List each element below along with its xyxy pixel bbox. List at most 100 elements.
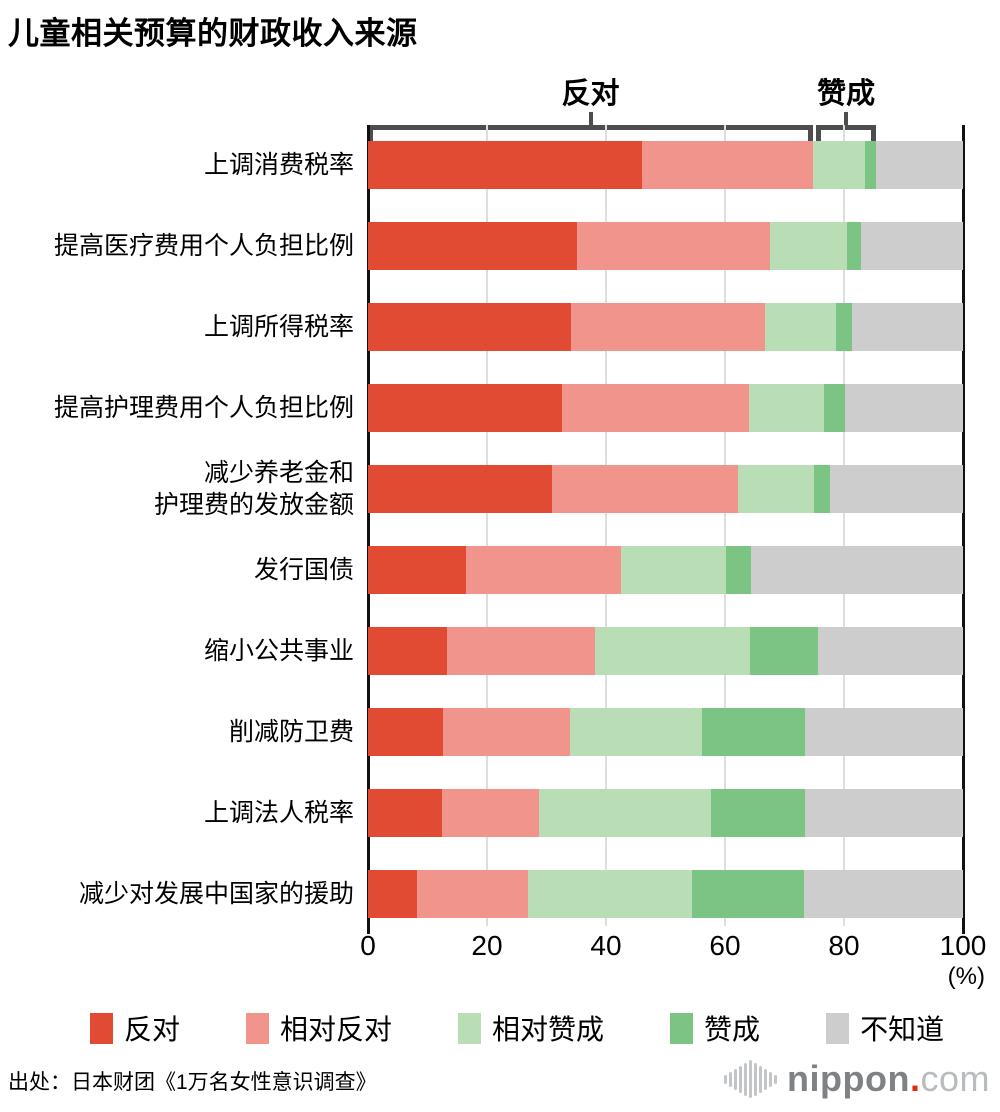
stacked-bar-chart: 反对 赞成 上调消费税率 提高医疗费用个人负担比例 上调所得税率 提高护理费用个人负担比… bbox=[0, 55, 1000, 992]
bracket bbox=[816, 125, 877, 141]
soundwave-bar bbox=[744, 1062, 748, 1096]
bar-segment bbox=[748, 384, 824, 432]
legend-label: 不知道 bbox=[860, 1014, 945, 1045]
gridline bbox=[724, 125, 726, 926]
bar-row bbox=[368, 465, 963, 513]
soundwave-bar bbox=[769, 1071, 773, 1087]
logo-text-tld: com bbox=[920, 1058, 990, 1099]
bar-segment bbox=[804, 789, 963, 837]
gridline bbox=[605, 125, 607, 926]
legend: 反对 相对反对 相对赞成 赞成 不知道 bbox=[90, 1006, 1000, 1050]
legend-label: 赞成 bbox=[704, 1014, 761, 1045]
bar-row bbox=[368, 708, 963, 756]
bar-segment bbox=[577, 222, 770, 270]
legend-item: 反对 bbox=[90, 1008, 180, 1048]
bar-row bbox=[368, 546, 963, 594]
bar-row bbox=[368, 384, 963, 432]
bar-segment bbox=[818, 627, 963, 675]
legend-swatch bbox=[246, 1012, 270, 1044]
gridline bbox=[486, 125, 488, 926]
bar-segment bbox=[368, 384, 562, 432]
legend-item: 赞成 bbox=[670, 1008, 760, 1048]
bar-segment bbox=[864, 141, 877, 189]
bracket-tick bbox=[588, 112, 593, 127]
bar-segment bbox=[447, 627, 596, 675]
soundwave-bar bbox=[764, 1068, 768, 1090]
soundwave-bar bbox=[754, 1062, 758, 1096]
bar-rows: 上调消费税率 提高医疗费用个人负担比例 上调所得税率 提高护理费用个人负担比例 减少养老… bbox=[54, 141, 963, 918]
axis-line bbox=[367, 125, 370, 934]
x-tick-label: 20 bbox=[471, 930, 503, 961]
bar-segment bbox=[829, 465, 963, 513]
gridlines bbox=[367, 125, 965, 934]
bar-segment bbox=[466, 546, 622, 594]
bar-segment bbox=[570, 708, 703, 756]
bar-segment bbox=[368, 546, 467, 594]
category-label: 上调所得税率 bbox=[203, 313, 354, 341]
bar-segment bbox=[750, 546, 963, 594]
soundwave-bar bbox=[774, 1074, 778, 1084]
x-tick-label: 0 bbox=[360, 930, 376, 961]
bar-row bbox=[368, 789, 963, 837]
bar-segment bbox=[571, 303, 766, 351]
bar-segment bbox=[749, 627, 819, 675]
nippon-logo: nippon.com bbox=[724, 1058, 990, 1100]
legend-item: 不知道 bbox=[826, 1008, 944, 1048]
bar-segment bbox=[851, 303, 963, 351]
bar-row bbox=[368, 222, 963, 270]
bar-segment bbox=[368, 789, 442, 837]
soundwave-bar bbox=[759, 1065, 763, 1093]
category-labels: 上调消费税率 提高医疗费用个人负担比例 上调所得税率 提高护理费用个人负担比例 减少养老… bbox=[0, 141, 354, 918]
soundwave-bar bbox=[739, 1065, 743, 1093]
soundwave-bar bbox=[724, 1074, 728, 1084]
legend-item: 相对赞成 bbox=[458, 1008, 604, 1048]
bar-segment bbox=[368, 465, 553, 513]
bar-segment bbox=[538, 789, 711, 837]
bar-segment bbox=[368, 303, 572, 351]
bar-segment bbox=[528, 870, 693, 918]
legend-label: 反对 bbox=[124, 1014, 181, 1045]
bar-row bbox=[368, 627, 963, 675]
bar-segment bbox=[861, 222, 963, 270]
logo-text-main: nippon bbox=[787, 1058, 910, 1099]
bracket-tick bbox=[844, 112, 849, 127]
category-label: 削减防卫费 bbox=[228, 718, 354, 746]
category-label: 发行国债 bbox=[253, 556, 354, 584]
legend-label: 相对反对 bbox=[280, 1014, 393, 1045]
legend-swatch bbox=[670, 1012, 694, 1044]
bar-segment bbox=[844, 384, 963, 432]
bar-segment bbox=[368, 627, 448, 675]
category-label: 缩小公共事业 bbox=[203, 637, 354, 665]
gridline bbox=[843, 125, 845, 926]
legend-swatch bbox=[826, 1012, 850, 1044]
bar-segment bbox=[692, 870, 804, 918]
bar-segment bbox=[835, 303, 852, 351]
page-title: 儿童相关预算的财政收入来源 bbox=[8, 16, 418, 51]
x-tick-label: 100 bbox=[939, 930, 987, 961]
soundwave-bar bbox=[749, 1060, 753, 1098]
bar-segment bbox=[595, 627, 750, 675]
legend-label: 相对赞成 bbox=[492, 1014, 605, 1045]
bracket-label: 反对 bbox=[561, 78, 620, 110]
bar-segment bbox=[641, 141, 814, 189]
legend-item: 相对反对 bbox=[246, 1008, 392, 1048]
bar-segment bbox=[442, 708, 571, 756]
soundwave-icon bbox=[724, 1058, 778, 1100]
bar-segment bbox=[702, 708, 805, 756]
bar-segment bbox=[738, 465, 814, 513]
plot-area: 上调消费税率 提高医疗费用个人负担比例 上调所得税率 提高护理费用个人负担比例 减少养老… bbox=[54, 125, 965, 934]
category-label: 减少对发展中国家的援助 bbox=[78, 880, 354, 908]
bar-segment bbox=[846, 222, 862, 270]
bar-segment bbox=[876, 141, 963, 189]
logo-text-dot: . bbox=[909, 1058, 921, 1099]
bar-segment bbox=[710, 789, 805, 837]
bar-row bbox=[368, 303, 963, 351]
bar-segment bbox=[621, 546, 726, 594]
legend-swatch bbox=[458, 1012, 482, 1044]
bar-segment bbox=[765, 303, 836, 351]
bar-segment bbox=[441, 789, 539, 837]
bar-row bbox=[368, 870, 963, 918]
category-label: 减少养老金和 护理费的发放金额 bbox=[153, 459, 354, 519]
bar-segment bbox=[368, 708, 443, 756]
